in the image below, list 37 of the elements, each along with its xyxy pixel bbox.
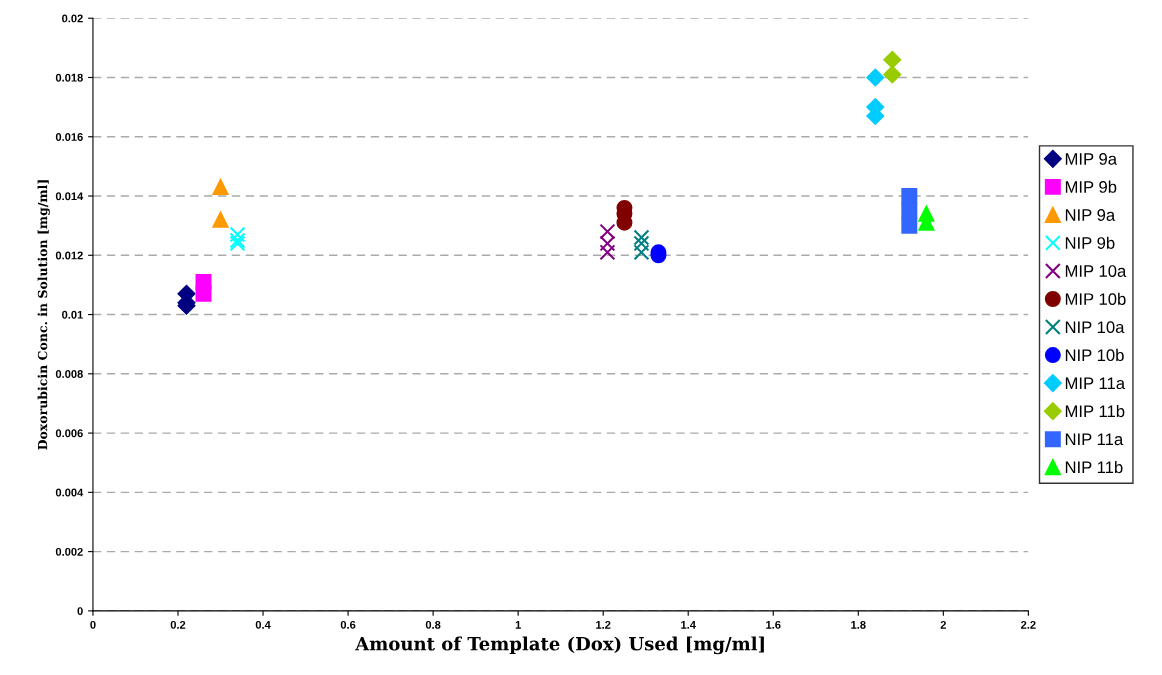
- legend-label: NIP 9b: [1065, 236, 1115, 249]
- y-tick-label: 0.002: [55, 547, 83, 556]
- y-tick-label: 0.014: [55, 192, 84, 201]
- y-tick-label: 0.01: [62, 310, 83, 319]
- legend-label: MIP 11b: [1065, 404, 1125, 418]
- legend-label: NIP 10a: [1065, 321, 1125, 334]
- y-tick-label: 0.016: [55, 133, 83, 141]
- y-tick-label: 0.02: [62, 14, 83, 23]
- legend-label: MIP 9a: [1065, 153, 1118, 165]
- legend-label: MIP 10a: [1065, 265, 1127, 277]
- y-tick-label: 0.004: [55, 488, 84, 497]
- legend-label: NIP 9a: [1065, 209, 1116, 221]
- legend-label: MIP 10b: [1065, 292, 1126, 306]
- x-tick-label: 1.8: [851, 620, 866, 629]
- x-tick-label: 1.6: [766, 620, 781, 629]
- legend-label: NIP 10b: [1065, 348, 1124, 362]
- x-tick-label: 1.4: [681, 621, 696, 629]
- y-tick-label: 0.008: [55, 370, 83, 378]
- x-tick-label: 2.2: [1021, 620, 1036, 629]
- y-tick-label: 0: [77, 607, 83, 616]
- y-tick-label: 0.018: [55, 73, 83, 82]
- x-tick-label: 0: [90, 620, 96, 629]
- x-tick-label: 0.8: [425, 620, 441, 629]
- y-tick-label: 0.006: [55, 429, 83, 438]
- x-tick-label: 1: [515, 621, 521, 629]
- legend-label: MIP 9b: [1065, 180, 1117, 193]
- legend-label: NIP 11a: [1065, 433, 1124, 446]
- x-tick-label: 0.2: [170, 620, 186, 629]
- y-axis-title: Doxorubicin Conc. in Solution [mg/ml]: [37, 180, 50, 450]
- legend-label: MIP 11a: [1065, 377, 1126, 390]
- x-tick-label: 0.6: [340, 620, 356, 629]
- x-tick-label: 1.2: [596, 620, 611, 629]
- y-tick-label: 0.012: [55, 251, 83, 260]
- x-tick-label: 0.4: [255, 620, 271, 629]
- x-axis-title: Amount of Template (Dox) Used [mg/ml]: [355, 636, 764, 655]
- legend-label: NIP 11b: [1065, 460, 1123, 474]
- x-tick-label: 2: [940, 620, 946, 629]
